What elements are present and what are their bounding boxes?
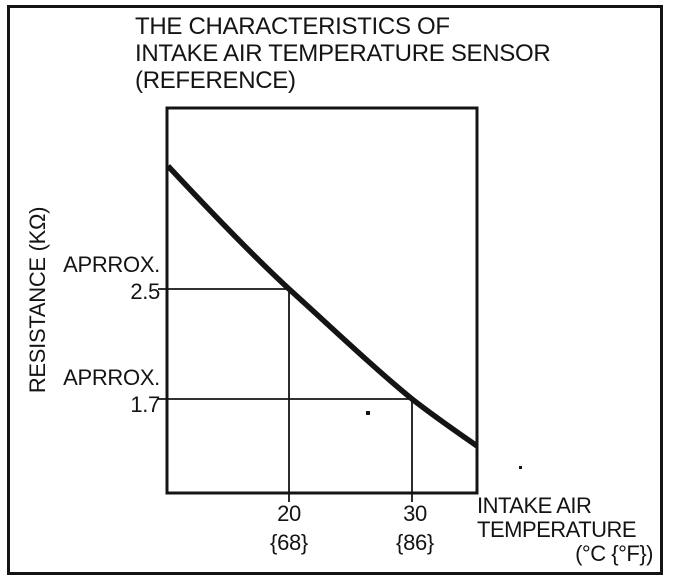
annotation-2-5-label: APRROX. [63, 252, 160, 277]
annotation-1-7-label: APRROX. [63, 365, 160, 390]
x-axis-caption: INTAKE AIR TEMPERATURE (°C {°F}) [477, 493, 654, 566]
annotation-2-5-kohm: APRROX. 2.5 [63, 251, 160, 305]
scan-speck [519, 466, 522, 469]
chart-title: THE CHARACTERISTICS OF INTAKE AIR TEMPER… [135, 13, 551, 94]
chart-title-line-3: (REFERENCE) [135, 67, 296, 94]
chart-title-line-2: INTAKE AIR TEMPERATURE SENSOR [135, 40, 551, 67]
x-axis-caption-units: (°C {°F}) [575, 541, 653, 566]
figure-border [7, 5, 663, 575]
annotation-1-7-value: 1.7 [130, 392, 160, 417]
x-tick-20c: 20 {68} [270, 499, 308, 557]
y-axis-label: RESISTANCE (KΩ) [25, 206, 50, 394]
x-tick-30c-fahrenheit: {86} [396, 530, 434, 555]
x-tick-30c-celsius: 30 [403, 501, 427, 526]
plot-box [165, 106, 479, 495]
scan-speck [366, 411, 370, 415]
annotation-1-7-kohm: APRROX. 1.7 [63, 364, 160, 418]
x-axis-caption-line-1: INTAKE AIR [477, 493, 592, 518]
annotation-2-5-value: 2.5 [130, 279, 160, 304]
x-tick-30c: 30 {86} [396, 499, 434, 557]
x-tick-20c-celsius: 20 [277, 501, 301, 526]
chart-title-line-1: THE CHARACTERISTICS OF [135, 13, 450, 40]
x-tick-20c-fahrenheit: {68} [270, 530, 308, 555]
x-axis-caption-line-2: TEMPERATURE [477, 517, 637, 542]
sensor-resistance-curve [165, 164, 479, 449]
